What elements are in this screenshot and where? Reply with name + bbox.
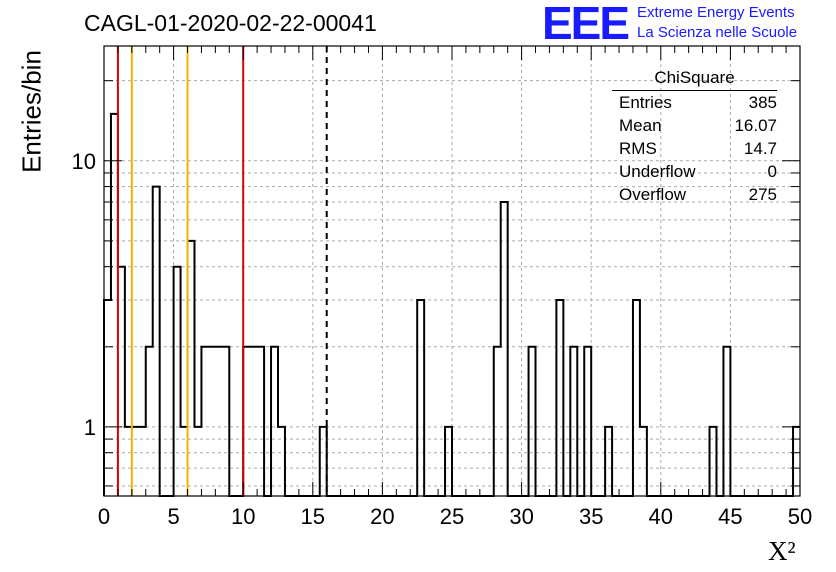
x-tick-label: 50 bbox=[788, 504, 812, 529]
stat-value: 14.7 bbox=[743, 139, 777, 158]
stat-row-entries: Entries 385 bbox=[612, 91, 777, 114]
stat-row-underflow: Underflow 0 bbox=[612, 160, 777, 183]
stat-label: Mean bbox=[619, 116, 662, 135]
stat-label: RMS bbox=[619, 139, 657, 158]
stat-label: Entries bbox=[619, 93, 672, 112]
stats-box: ChiSquare Entries 385 Mean 16.07 RMS 14.… bbox=[612, 68, 777, 206]
x-axis-label: X² bbox=[768, 536, 796, 566]
y-axis-label: Entries/bin bbox=[16, 50, 47, 173]
x-tick-label: 5 bbox=[167, 504, 179, 529]
chart-title: CAGL-01-2020-02-22-00041 bbox=[84, 10, 377, 36]
stat-value: 16.07 bbox=[734, 116, 777, 135]
x-tick-label: 25 bbox=[440, 504, 464, 529]
x-tick-label: 30 bbox=[509, 504, 533, 529]
stat-row-mean: Mean 16.07 bbox=[612, 114, 777, 137]
x-tick-label: 40 bbox=[649, 504, 673, 529]
tick-marks bbox=[103, 46, 801, 496]
y-tick-label: 10 bbox=[72, 149, 96, 174]
x-tick-label: 35 bbox=[579, 504, 603, 529]
x-tick-label: 45 bbox=[718, 504, 742, 529]
x-tick-label: 20 bbox=[370, 504, 394, 529]
stat-row-overflow: Overflow 275 bbox=[612, 183, 777, 206]
stat-row-rms: RMS 14.7 bbox=[612, 137, 777, 160]
tick-labels: 0 5 10 15 20 25 30 35 40 45 50 1 10 bbox=[72, 149, 813, 529]
x-tick-label: 0 bbox=[98, 504, 110, 529]
logo-line-1: Extreme Energy Events bbox=[637, 4, 795, 21]
stats-title: ChiSquare bbox=[612, 68, 777, 91]
stat-value: 0 bbox=[767, 162, 777, 181]
stat-value: 275 bbox=[748, 185, 777, 204]
eee-logo: EEE Extreme Energy Events La Scienza nel… bbox=[542, 0, 832, 49]
y-tick-label: 1 bbox=[84, 415, 96, 440]
logo-line-2: La Scienza nelle Scuole bbox=[637, 24, 798, 41]
stat-value: 385 bbox=[748, 93, 777, 112]
stat-label: Underflow bbox=[619, 162, 696, 181]
eee-logo-mark: EEE bbox=[542, 0, 630, 49]
reference-lines bbox=[116, 46, 328, 496]
x-tick-label: 10 bbox=[231, 504, 255, 529]
stat-label: Overflow bbox=[619, 185, 687, 204]
x-tick-label: 15 bbox=[301, 504, 325, 529]
